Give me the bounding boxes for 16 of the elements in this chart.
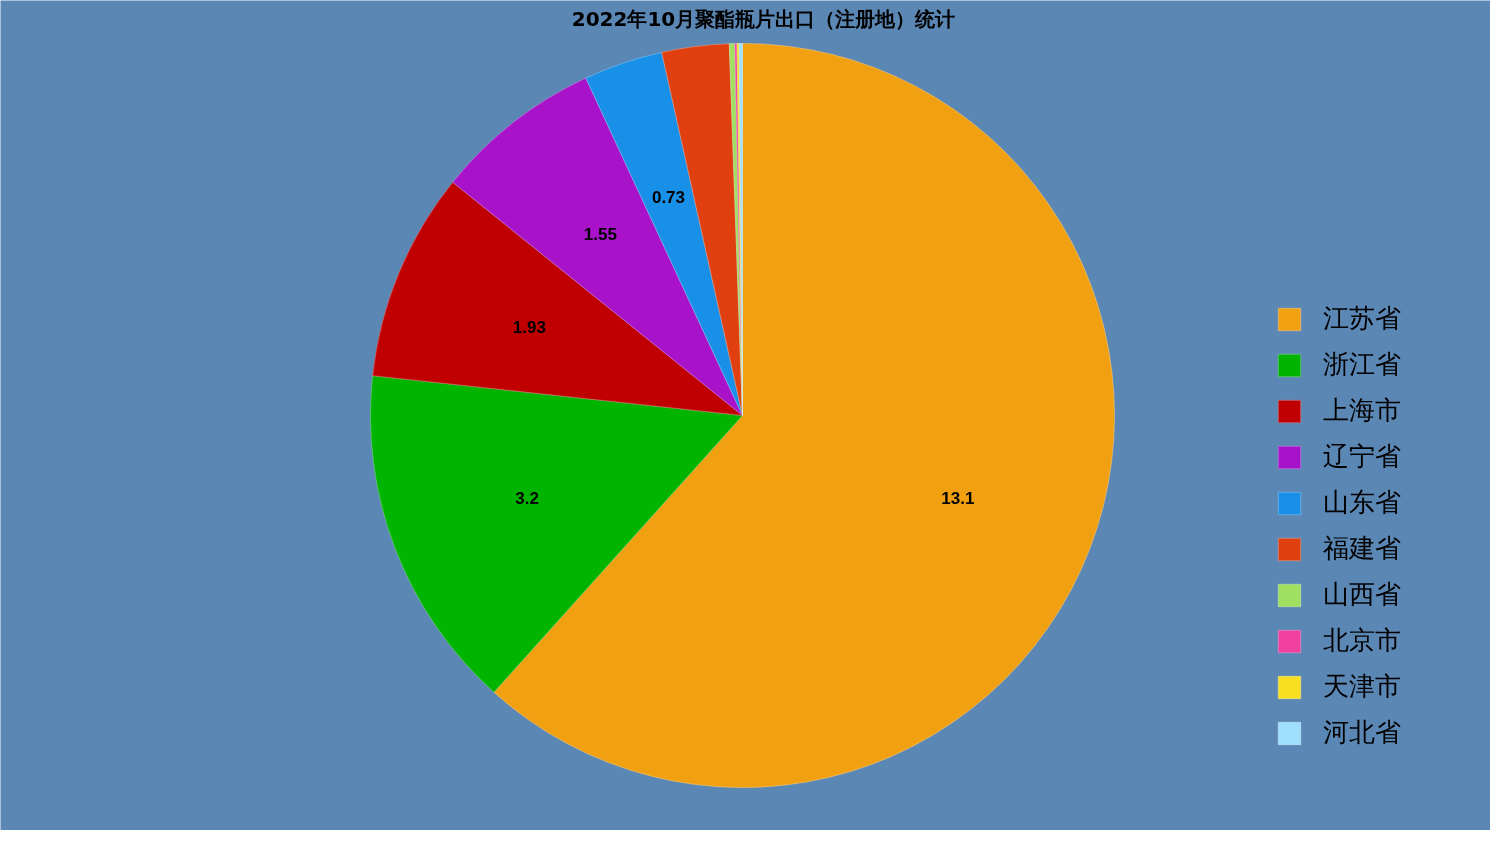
data-label: 1.55 xyxy=(583,224,617,244)
legend-label: 浙江省 xyxy=(1323,348,1401,381)
data-label: 0.73 xyxy=(651,188,686,208)
legend-label: 山西省 xyxy=(1323,578,1401,611)
legend-label: 北京市 xyxy=(1323,624,1401,657)
data-label: 1.93 xyxy=(512,318,546,338)
legend-label: 山东省 xyxy=(1323,486,1401,519)
legend-label: 天津市 xyxy=(1323,670,1401,703)
data-label: 13.1 xyxy=(941,489,975,509)
legend-label: 辽宁省 xyxy=(1323,440,1401,473)
data-label: 3.2 xyxy=(515,489,539,509)
chart-title: 2022年10月聚酯瓶片出口（注册地）统计 xyxy=(571,6,956,31)
legend-label: 江苏省 xyxy=(1323,302,1401,335)
legend-label: 福建省 xyxy=(1323,532,1401,565)
legend-label: 河北省 xyxy=(1323,716,1401,749)
legend-label: 上海市 xyxy=(1323,394,1401,427)
